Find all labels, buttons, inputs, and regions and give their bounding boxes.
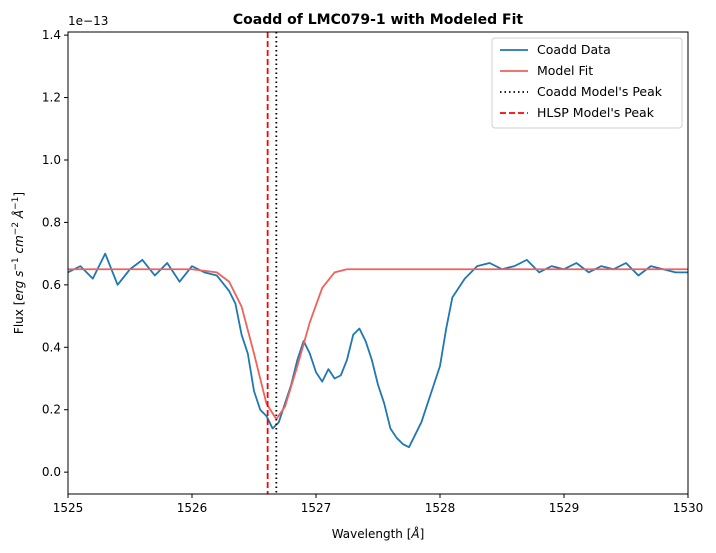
series-coadd-data bbox=[68, 252, 688, 449]
y-tick-label: 0.2 bbox=[42, 403, 61, 417]
x-tick-label: 1526 bbox=[177, 501, 208, 515]
y-tick-label: 0.6 bbox=[42, 278, 61, 292]
plot-frame bbox=[67, 31, 689, 495]
x-tick-label: 1525 bbox=[53, 501, 84, 515]
legend: Coadd Data Model Fit Coadd Model's Peak … bbox=[491, 37, 683, 129]
x-tick-label: 1530 bbox=[673, 501, 704, 515]
y-tick-label: 1.0 bbox=[42, 153, 61, 167]
y-tick-label: 0.8 bbox=[42, 215, 61, 229]
legend-label-model-fit: Model Fit bbox=[537, 63, 593, 78]
y-offset-label: 1e−13 bbox=[68, 14, 108, 28]
x-tick-label: 1527 bbox=[301, 501, 332, 515]
x-tick-label: 1528 bbox=[425, 501, 456, 515]
legend-box bbox=[491, 37, 683, 129]
legend-label-hlsp-peak: HLSP Model's Peak bbox=[537, 105, 655, 120]
x-axis-label: Wavelength [Å] bbox=[332, 526, 425, 541]
x-tick-label: 1529 bbox=[549, 501, 580, 515]
series-model-fit bbox=[68, 268, 688, 420]
legend-label-coadd-peak: Coadd Model's Peak bbox=[537, 84, 663, 99]
y-tick-label: 0.0 bbox=[42, 465, 61, 479]
y-tick-label: 1.4 bbox=[42, 28, 61, 42]
tick-layer: 1525 1526 1527 1528 1529 1530 0.0 0.2 0.4 0.6 0.8 1… bbox=[42, 28, 703, 515]
y-tick-label: 0.4 bbox=[42, 340, 61, 354]
y-tick-label: 1.2 bbox=[42, 91, 61, 105]
series-layer bbox=[68, 32, 688, 494]
y-axis-label: Flux [erg s−1 cm−2 Å−1] bbox=[11, 192, 26, 334]
legend-label-coadd-data: Coadd Data bbox=[537, 42, 611, 57]
chart-title: Coadd of LMC079-1 with Modeled Fit bbox=[233, 12, 524, 28]
